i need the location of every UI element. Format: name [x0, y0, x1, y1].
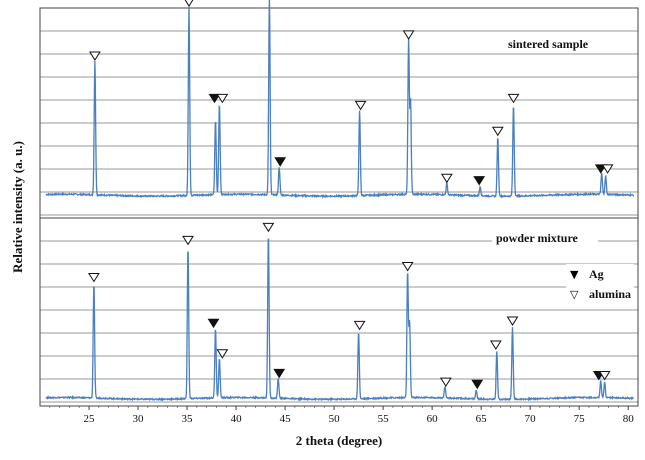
marker-alumina — [507, 93, 520, 104]
legend: ▼ Ag ▽ alumina — [566, 264, 634, 304]
marker-alumina — [216, 349, 229, 359]
x-tick-label: 75 — [574, 413, 586, 425]
x-tick-label: 40 — [231, 413, 243, 425]
marker-alumina — [506, 316, 519, 327]
marker-alumina — [88, 272, 100, 283]
marker-alumina — [489, 340, 502, 350]
series-line-sintered-sample — [45, 0, 635, 199]
series-line-powder-mixture — [45, 238, 634, 402]
marker-alumina — [182, 235, 194, 246]
marker-ag — [273, 368, 286, 379]
marker-alumina — [439, 377, 452, 388]
phase-markers — [88, 0, 614, 390]
grid-top — [40, 30, 638, 216]
marker-alumina — [184, 0, 194, 7]
x-tick-label: 25 — [84, 413, 96, 425]
y-axis-title: Relative intensity (a. u.) — [10, 141, 25, 273]
x-axis-title: 2 theta (degree) — [296, 433, 382, 448]
marker-alumina — [598, 371, 611, 381]
marker-alumina — [401, 262, 414, 272]
x-tick-label: 70 — [525, 413, 537, 425]
legend-alumina-icon: ▽ — [570, 288, 579, 301]
legend-bg — [566, 264, 634, 304]
legend-alumina-label: alumina — [589, 287, 631, 301]
marker-ag — [594, 164, 607, 174]
panel-label-sintered: sintered sample — [508, 37, 589, 51]
plot-frame — [39, 7, 639, 407]
panel-label-bg-bottom — [492, 230, 598, 246]
marker-ag — [473, 176, 486, 186]
panel-label-bg-top — [503, 36, 609, 52]
marker-ag — [208, 93, 221, 104]
marker-alumina — [88, 51, 101, 61]
marker-alumina — [440, 173, 453, 184]
x-axis-ticks: 25 30 35 40 45 50 55 60 65 70 75 80 — [49, 406, 635, 425]
marker-alumina — [402, 30, 415, 40]
x-tick-label: 50 — [329, 413, 341, 425]
x-tick-label: 30 — [133, 413, 145, 425]
x-tick-label: 55 — [378, 413, 390, 425]
x-tick-label: 65 — [476, 413, 488, 425]
x-tick-label: 60 — [427, 413, 439, 425]
marker-ag — [274, 157, 287, 167]
marker-ag — [471, 379, 484, 390]
x-tick-label: 80 — [623, 413, 635, 425]
grid-bottom — [40, 240, 638, 403]
x-tick-label: 35 — [182, 413, 194, 425]
legend-ag-icon: ▼ — [570, 268, 579, 281]
legend-ag-label: Ag — [589, 267, 604, 281]
x-tick-label: 45 — [280, 413, 292, 425]
marker-alumina — [353, 320, 366, 331]
marker-alumina — [262, 222, 275, 233]
marker-alumina — [601, 164, 614, 174]
marker-ag — [207, 318, 220, 329]
marker-alumina — [354, 100, 367, 111]
traces — [45, 0, 635, 402]
panel-label-powder: powder mixture — [496, 231, 579, 245]
marker-alumina — [216, 93, 229, 104]
marker-alumina — [491, 126, 504, 137]
